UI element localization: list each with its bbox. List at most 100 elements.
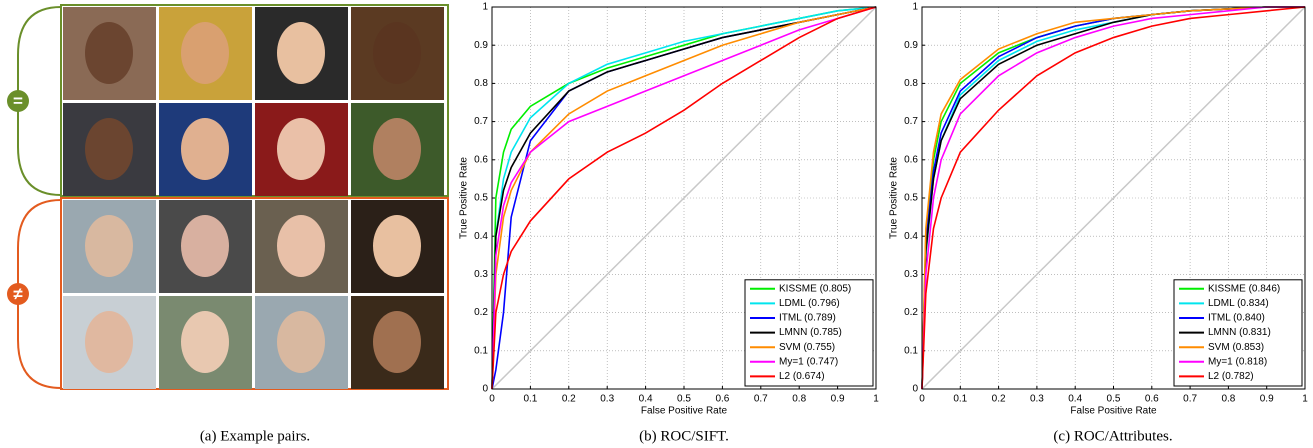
same-pair-frame — [60, 4, 449, 197]
legend-label: My=1 (0.818) — [1208, 356, 1267, 367]
face — [277, 118, 325, 180]
y-tick-label: 0.7 — [904, 116, 918, 127]
x-tick-label: 0.3 — [600, 394, 614, 405]
face — [277, 215, 325, 277]
y-tick-label: 0.4 — [904, 231, 918, 242]
y-tick-label: 0.6 — [474, 154, 488, 165]
x-tick-label: 0.1 — [523, 394, 537, 405]
legend-label: ITML (0.789) — [779, 313, 836, 324]
x-tick-label: 0.6 — [1145, 394, 1159, 405]
legend-label: LDML (0.834) — [1208, 298, 1269, 309]
caption: (b) ROC/SIFT. — [639, 428, 729, 444]
y-tick-label: 0.2 — [474, 307, 488, 318]
face — [85, 215, 133, 277]
legend-label: My=1 (0.747) — [779, 356, 838, 367]
y-tick-label: 0.7 — [474, 116, 488, 127]
caption: (c) ROC/Attributes. — [1053, 428, 1172, 444]
x-tick-label: 0.5 — [677, 394, 691, 405]
face — [373, 118, 421, 180]
y-tick-label: 1 — [482, 2, 488, 13]
x-tick-label: 0.8 — [1221, 394, 1235, 405]
face — [85, 118, 133, 180]
legend-label: LDML (0.796) — [779, 298, 840, 309]
y-tick-label: 0 — [482, 384, 488, 395]
plot-frame — [921, 6, 1306, 390]
y-tick-label: 0.3 — [904, 269, 918, 280]
y-tick-label: 0.9 — [474, 40, 488, 51]
face — [181, 118, 229, 180]
x-tick-label: 0.8 — [792, 394, 806, 405]
x-tick-label: 0.4 — [639, 394, 653, 405]
face — [181, 22, 229, 84]
x-tick-label: 0.4 — [1068, 394, 1082, 405]
face — [277, 22, 325, 84]
same-icon — [7, 90, 29, 112]
y-tick-label: 0.5 — [474, 193, 488, 204]
diff-pair-frame — [60, 197, 449, 390]
y-tick-label: 0.1 — [474, 345, 488, 356]
y-axis-label: True Positive Rate — [889, 157, 900, 239]
face — [373, 22, 421, 84]
x-tick-label: 0.6 — [715, 394, 729, 405]
x-tick-label: 0 — [919, 394, 925, 405]
x-tick-label: 0.9 — [831, 394, 845, 405]
legend-label: SVM (0.755) — [779, 342, 835, 353]
legend-label: L2 (0.782) — [1208, 371, 1254, 382]
roc-curve — [921, 6, 1305, 390]
roc-curve — [491, 6, 877, 390]
y-tick-label: 0.8 — [474, 78, 488, 89]
roc-curve — [491, 6, 877, 390]
y-tick-label: 0.9 — [904, 40, 918, 51]
face — [373, 311, 421, 373]
legend-label: SVM (0.853) — [1208, 342, 1264, 353]
face — [181, 215, 229, 277]
x-axis-label: False Positive Rate — [1070, 406, 1157, 417]
roc-curve — [491, 6, 877, 390]
legend-label: L2 (0.674) — [779, 371, 825, 382]
x-tick-label: 0.2 — [562, 394, 576, 405]
x-tick-label: 0.7 — [754, 394, 768, 405]
legend-label: KISSME (0.846) — [1208, 283, 1280, 294]
y-tick-label: 0 — [912, 384, 918, 395]
y-tick-label: 0.8 — [904, 78, 918, 89]
face — [277, 311, 325, 373]
roc-curve — [921, 6, 1306, 390]
face — [85, 311, 133, 373]
legend-label: KISSME (0.805) — [779, 283, 851, 294]
y-tick-label: 0.2 — [904, 307, 918, 318]
face — [181, 311, 229, 373]
x-tick-label: 0.3 — [1030, 394, 1044, 405]
same-symbol: = — [13, 91, 23, 110]
roc-curve — [921, 6, 1305, 390]
y-tick-label: 0.6 — [904, 154, 918, 165]
x-axis-label: False Positive Rate — [641, 406, 728, 417]
x-tick-label: 1 — [873, 394, 879, 405]
x-tick-label: 0 — [489, 394, 495, 405]
y-tick-label: 0.5 — [904, 193, 918, 204]
y-tick-label: 1 — [912, 2, 918, 13]
roc-curve — [491, 6, 877, 390]
x-tick-label: 0.2 — [992, 394, 1006, 405]
face — [85, 22, 133, 84]
chance-line — [491, 6, 877, 390]
y-tick-label: 0.4 — [474, 231, 488, 242]
x-tick-label: 0.9 — [1260, 394, 1274, 405]
x-tick-label: 0.7 — [1183, 394, 1197, 405]
x-tick-label: 1 — [1302, 394, 1308, 405]
diff-symbol: ≠ — [13, 284, 23, 303]
diff-icon — [7, 283, 29, 305]
caption: (a) Example pairs. — [200, 428, 310, 444]
plot-frame — [491, 6, 877, 390]
y-tick-label: 0.1 — [904, 345, 918, 356]
y-axis-label: True Positive Rate — [459, 157, 470, 239]
x-tick-label: 0.1 — [953, 394, 967, 405]
legend-label: ITML (0.840) — [1208, 313, 1265, 324]
chance-line — [921, 6, 1306, 390]
y-tick-label: 0.3 — [474, 269, 488, 280]
face — [373, 215, 421, 277]
legend-label: LMNN (0.785) — [779, 327, 842, 338]
x-tick-label: 0.5 — [1107, 394, 1121, 405]
legend-label: LMNN (0.831) — [1208, 327, 1271, 338]
